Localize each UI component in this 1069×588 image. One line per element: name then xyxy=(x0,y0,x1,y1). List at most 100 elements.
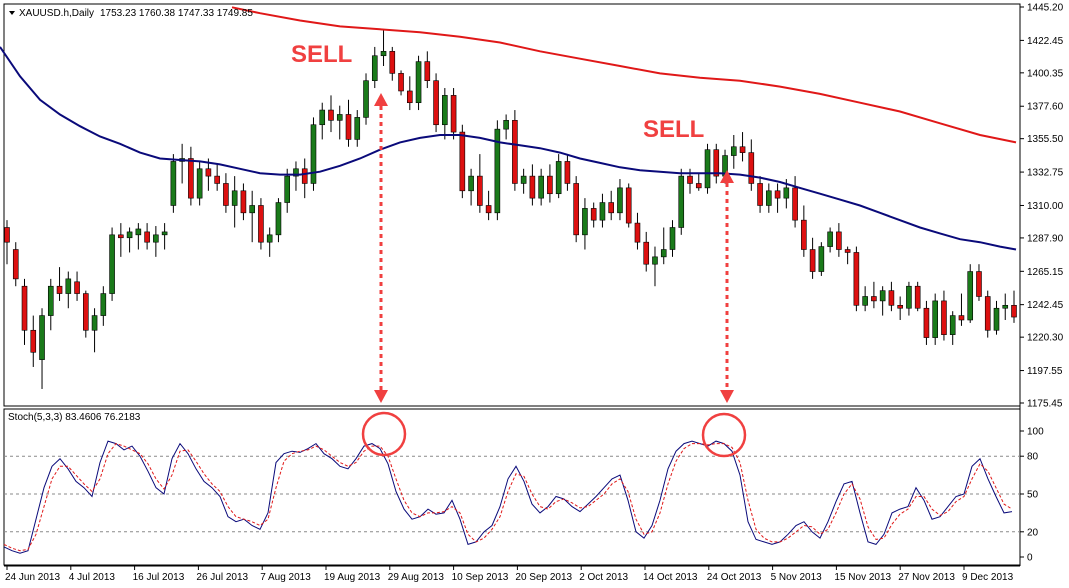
candle xyxy=(888,281,895,312)
candle xyxy=(914,281,921,312)
ma-fast-line xyxy=(0,46,1017,251)
time-tick-label: 4 Jul 2013 xyxy=(69,572,116,583)
candle xyxy=(354,110,361,147)
candle xyxy=(512,110,518,191)
candle xyxy=(599,193,606,228)
candle xyxy=(336,105,343,140)
arrow-1-icon xyxy=(374,93,388,403)
candle xyxy=(398,70,404,96)
time-tick-label: 20 Sep 2013 xyxy=(515,572,572,583)
candle xyxy=(1002,293,1009,320)
candle xyxy=(4,220,10,265)
candle xyxy=(284,168,291,213)
price-axis: 1445.20 1422.45 1400.35 1377.60 1355.50 1332.… xyxy=(1020,3,1064,410)
candle xyxy=(231,176,238,228)
candle xyxy=(442,88,448,140)
candle xyxy=(328,95,334,133)
circle-marker-1 xyxy=(361,411,407,457)
dropdown-arrow-icon[interactable] xyxy=(9,11,15,15)
candle xyxy=(660,227,667,265)
ma-slow-line xyxy=(231,6,1017,144)
time-tick-label: 29 Aug 2013 xyxy=(388,572,445,583)
candle xyxy=(949,311,956,345)
candle xyxy=(293,161,299,191)
candle xyxy=(564,154,571,191)
candle xyxy=(748,139,755,191)
candle xyxy=(65,271,72,309)
candle xyxy=(170,154,177,213)
price-tick-label: 1242.45 xyxy=(1027,300,1064,311)
candle xyxy=(380,29,387,67)
candle xyxy=(669,220,676,257)
candle xyxy=(573,176,579,243)
candle xyxy=(275,198,282,243)
price-tick-label: 1422.45 xyxy=(1027,36,1064,47)
candle xyxy=(941,290,947,341)
candle xyxy=(967,264,974,323)
candle xyxy=(39,308,45,389)
candle xyxy=(520,168,527,194)
candle xyxy=(704,143,711,194)
candle xyxy=(547,164,553,203)
time-tick-label: 5 Nov 2013 xyxy=(771,572,823,583)
time-tick-label: 24 Jun 2013 xyxy=(5,572,60,583)
candle xyxy=(371,46,378,89)
candle xyxy=(853,246,860,312)
candle xyxy=(153,226,159,257)
candle xyxy=(485,190,492,221)
candle xyxy=(678,168,685,235)
candle xyxy=(223,173,229,213)
stoch-tick-label: 100 xyxy=(1027,427,1044,438)
candle xyxy=(695,173,702,191)
price-tick-label: 1287.90 xyxy=(1027,233,1064,244)
candle xyxy=(879,286,886,316)
candle xyxy=(906,281,912,316)
candle xyxy=(730,135,737,169)
candle xyxy=(617,179,623,221)
time-tick-label: 7 Aug 2013 xyxy=(260,572,311,583)
candle xyxy=(345,99,352,147)
stoch-signal-line xyxy=(3,443,1013,552)
time-tick-label: 27 Nov 2013 xyxy=(898,572,955,583)
candle xyxy=(713,143,720,184)
stoch-tick-label: 0 xyxy=(1027,553,1033,564)
time-tick-label: 15 Nov 2013 xyxy=(834,572,891,583)
candle xyxy=(582,198,588,250)
price-panel xyxy=(3,3,1021,407)
candlesticks xyxy=(4,29,1017,389)
time-tick-label: 16 Jul 2013 xyxy=(133,572,185,583)
candle xyxy=(625,183,632,228)
price-tick-label: 1220.30 xyxy=(1027,333,1064,344)
candle xyxy=(126,227,133,253)
candle xyxy=(862,286,868,312)
candle xyxy=(766,183,772,213)
candle xyxy=(310,117,317,191)
ohlc-label: 1753.23 1760.38 1747.33 1749.85 xyxy=(100,8,253,19)
candle xyxy=(503,114,509,140)
candle xyxy=(801,205,807,257)
candle xyxy=(652,246,658,287)
symbol-label: XAUUSD.h,Daily xyxy=(19,8,94,19)
price-tick-label: 1310.00 xyxy=(1027,201,1064,212)
candle xyxy=(809,237,816,279)
price-tick-label: 1332.75 xyxy=(1027,168,1064,179)
candle xyxy=(958,293,965,326)
candle xyxy=(301,158,308,199)
candle xyxy=(100,286,107,326)
candle xyxy=(196,161,203,206)
candle xyxy=(188,146,194,206)
candle xyxy=(56,267,63,301)
candle xyxy=(643,231,650,272)
candle xyxy=(424,51,431,89)
time-tick-label: 19 Aug 2013 xyxy=(324,572,381,583)
candle xyxy=(118,223,124,257)
candle xyxy=(363,73,369,125)
candle xyxy=(433,73,439,133)
candle xyxy=(459,124,466,199)
candle xyxy=(21,278,28,345)
candle xyxy=(932,293,938,345)
candle xyxy=(555,154,562,199)
stoch-tick-label: 50 xyxy=(1027,490,1039,501)
candle xyxy=(818,242,825,276)
